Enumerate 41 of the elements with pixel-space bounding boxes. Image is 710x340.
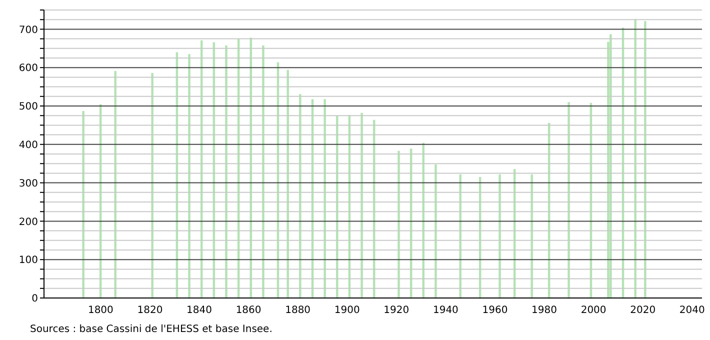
x-tick-label: 2020 <box>630 305 656 316</box>
bar <box>634 18 636 298</box>
bar <box>82 110 84 298</box>
bar <box>644 21 646 298</box>
y-tick-label: 600 <box>18 63 38 74</box>
x-tick-label: 1860 <box>236 305 262 316</box>
bar <box>360 112 363 298</box>
x-tick-label: 1980 <box>532 305 558 316</box>
bar <box>434 164 437 298</box>
bar <box>262 45 264 298</box>
bar <box>610 34 612 298</box>
x-tick-label: 1920 <box>384 305 410 316</box>
bar <box>151 72 154 298</box>
y-tick-label: 300 <box>18 178 38 190</box>
x-tick-label: 1900 <box>334 305 360 316</box>
y-tick-label: 0 <box>32 294 38 305</box>
bar <box>568 102 570 298</box>
bar <box>225 45 228 298</box>
source-note: Sources : base Cassini de l'EHESS et base Insee. <box>30 324 274 335</box>
x-tick-label: 1880 <box>285 305 311 316</box>
x-tick-label: 1960 <box>482 305 508 316</box>
bar <box>286 70 289 298</box>
bar <box>188 54 190 298</box>
bar <box>498 174 501 298</box>
x-tick-label: 2000 <box>580 305 606 316</box>
x-tick-label: 1800 <box>88 305 114 316</box>
y-tick-label: 200 <box>18 216 38 228</box>
bar <box>336 116 338 298</box>
bar <box>299 94 302 298</box>
y-tick-label: 700 <box>18 24 38 36</box>
y-tick-label: 400 <box>18 140 38 151</box>
x-tick-label: 1840 <box>186 305 212 316</box>
bar <box>398 150 400 298</box>
bar <box>114 71 116 298</box>
y-tick-label: 500 <box>18 102 38 113</box>
y-tick-label: 100 <box>18 255 38 266</box>
bar <box>324 99 326 298</box>
bar <box>530 174 533 298</box>
x-tick-label: 1940 <box>432 305 458 316</box>
x-tick-label: 2040 <box>679 305 705 316</box>
x-tick-label: 1820 <box>137 305 163 316</box>
